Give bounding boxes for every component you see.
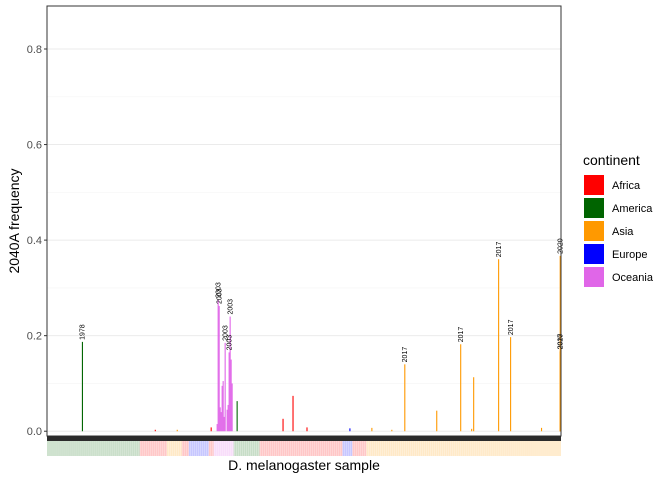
y-tick-label: 0.0 <box>27 426 42 438</box>
y-tick-label: 0.8 <box>27 44 42 56</box>
bar-year-label: 2003 <box>216 288 223 304</box>
strip-segment <box>259 441 343 456</box>
strip-segment <box>139 441 167 456</box>
grid-lines <box>47 48 561 432</box>
strip-segment <box>166 441 182 456</box>
bar-year-label: 2003 <box>227 299 234 315</box>
bar-year-label: 2017 <box>496 242 503 258</box>
strip-dark-band <box>47 436 561 441</box>
bar <box>222 381 224 432</box>
bar <box>223 416 225 432</box>
bar <box>471 428 473 432</box>
y-axis-ticks: 0.0 0.2 0.4 0.6 0.8 <box>27 44 47 438</box>
legend-key-america <box>584 198 604 218</box>
bar-year-label: 2017 <box>508 319 515 335</box>
bar <box>349 428 351 432</box>
legend-title: continent <box>583 152 640 168</box>
y-tick-label: 0.4 <box>27 235 42 247</box>
bar-year-label: 1978 <box>80 324 87 340</box>
legend-key-africa <box>584 175 604 195</box>
bar <box>226 409 228 432</box>
bars-layer <box>81 255 561 432</box>
bar <box>473 377 475 432</box>
strip-segment <box>342 441 353 456</box>
strip-segment <box>47 441 140 456</box>
bar <box>219 407 221 432</box>
bar <box>217 299 219 432</box>
y-tick-label: 0.2 <box>27 331 42 343</box>
bar <box>154 429 156 432</box>
bar <box>231 383 233 432</box>
bar <box>436 410 438 432</box>
plot-panel <box>47 6 561 436</box>
y-axis-title: 2040A frequency <box>6 168 22 273</box>
bar <box>227 404 229 432</box>
legend-label-africa: Africa <box>612 180 641 192</box>
strip-segment <box>352 441 367 456</box>
legend-key-asia <box>584 221 604 241</box>
strip-segment <box>366 441 561 456</box>
bar-year-label: 2017 <box>458 327 465 343</box>
bar <box>391 429 393 432</box>
legend-label-america: America <box>612 203 653 215</box>
bar <box>510 337 512 432</box>
bar <box>236 401 238 432</box>
legend-label-oceania: Oceania <box>612 272 654 284</box>
bar-year-label: 2003 <box>222 325 229 341</box>
bar <box>559 255 561 432</box>
bar <box>81 341 83 432</box>
legend-key-europe <box>584 244 604 264</box>
bar-year-label: 2003 <box>226 335 233 351</box>
bar <box>224 342 226 432</box>
bar <box>210 427 212 432</box>
legend-label-europe: Europe <box>612 249 647 261</box>
bar <box>220 412 222 432</box>
bar-year-label: 2003 <box>215 282 222 298</box>
bar <box>404 364 406 432</box>
continent-strip <box>46 436 561 456</box>
bar-year-label: 2017 <box>402 347 409 363</box>
legend: continent Africa America Asia Europe Oceania <box>583 152 654 287</box>
y-tick-label: 0.6 <box>27 140 42 152</box>
bar <box>306 427 308 432</box>
bar <box>216 424 218 432</box>
bar <box>230 359 232 432</box>
strip-segment <box>208 441 214 456</box>
bar <box>228 352 230 432</box>
x-axis-title: D. melanogaster sample <box>228 457 380 473</box>
bar <box>282 418 284 432</box>
bar <box>498 259 500 432</box>
bar <box>229 316 231 432</box>
bar <box>371 427 373 432</box>
bar <box>221 385 223 432</box>
bar <box>292 395 294 432</box>
legend-key-oceania <box>584 267 604 287</box>
bar <box>460 344 462 432</box>
bar <box>540 427 543 432</box>
strip-segment <box>181 441 189 456</box>
legend-label-asia: Asia <box>612 226 634 238</box>
bar <box>218 306 220 432</box>
bar <box>176 429 178 432</box>
